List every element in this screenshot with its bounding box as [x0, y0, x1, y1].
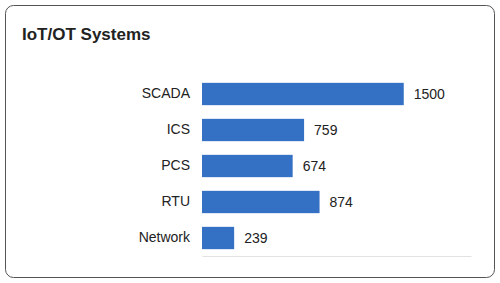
y-tick-label: Network: [139, 229, 191, 245]
x-axis-line: [203, 256, 472, 257]
chart-title: IoT/OT Systems: [22, 25, 150, 44]
data-labels: 1500 759 674 874 239: [244, 86, 445, 246]
data-label: 674: [303, 158, 327, 174]
y-tick-label: SCADA: [142, 85, 191, 101]
chart-svg: IoT/OT Systems SCADA ICS PCS RTU Network 1500 7…: [0, 0, 500, 283]
bar: [202, 227, 234, 249]
data-label: 874: [330, 194, 354, 210]
bar: [202, 155, 293, 177]
bar: [202, 83, 404, 105]
y-tick-label: RTU: [161, 193, 190, 209]
y-tick: SCADA: [142, 85, 202, 101]
bars: [202, 83, 404, 249]
y-tick: ICS: [167, 121, 202, 137]
card-frame: [6, 6, 495, 278]
bar: [202, 191, 320, 213]
y-tick: RTU: [161, 193, 202, 209]
data-label: 1500: [414, 86, 445, 102]
y-tick: Network: [139, 229, 202, 245]
y-tick-label: ICS: [167, 121, 190, 137]
bar: [202, 119, 304, 141]
y-tick-label: PCS: [161, 157, 190, 173]
data-label: 759: [314, 122, 338, 138]
x-axis: [203, 256, 472, 257]
data-label: 239: [244, 230, 268, 246]
y-tick: PCS: [161, 157, 202, 173]
y-axis: SCADA ICS PCS RTU Network: [139, 85, 202, 245]
